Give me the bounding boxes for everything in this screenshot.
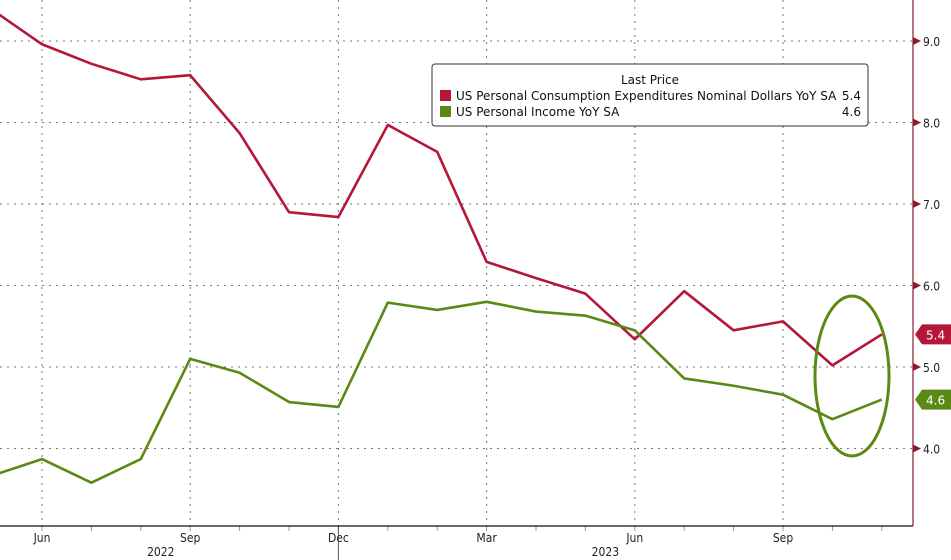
highlight-ellipse xyxy=(813,294,891,458)
series-line-0 xyxy=(0,13,883,367)
last-value-text-1: 4.6 xyxy=(926,394,945,408)
x-tick-label: Jun xyxy=(33,531,51,545)
x-tick-label: Sep xyxy=(180,531,201,545)
last-value-tag-1 xyxy=(915,389,951,410)
legend-title: Last Price xyxy=(621,73,679,87)
legend: Last Price US Personal Consumption Expen… xyxy=(431,63,869,127)
y-tick-marker xyxy=(913,281,921,290)
y-tick-label: 4.0 xyxy=(923,443,940,457)
year-label: 2023 xyxy=(592,545,619,559)
legend-value-pce: 5.4 xyxy=(842,89,861,103)
series-lines xyxy=(0,13,883,485)
y-tick-label: 5.0 xyxy=(923,361,940,375)
y-tick-label: 9.0 xyxy=(923,35,940,49)
y-tick-label: 6.0 xyxy=(923,280,940,294)
y-tick-marker xyxy=(913,118,921,127)
y-tick-label: 8.0 xyxy=(923,117,940,131)
year-label: 2022 xyxy=(147,545,174,559)
x-tick-label: Sep xyxy=(773,531,794,545)
last-value-tag-0 xyxy=(915,324,951,345)
x-tick-label: Mar xyxy=(476,531,497,545)
y-tick-marker xyxy=(913,444,921,453)
legend-label-pce: US Personal Consumption Expenditures Nom… xyxy=(456,89,837,103)
y-tick-label: 7.0 xyxy=(923,198,940,212)
legend-swatch-income xyxy=(440,106,451,117)
y-tick-marker xyxy=(913,37,921,45)
legend-label-income: US Personal Income YoY SA xyxy=(456,105,620,119)
y-tick-marker xyxy=(913,200,921,208)
last-value-text-0: 5.4 xyxy=(926,328,945,342)
series-line-1 xyxy=(0,300,883,485)
legend-swatch-pce xyxy=(440,90,451,101)
last-value-tags: 5.4 4.6 xyxy=(915,324,951,410)
y-tick-marker xyxy=(913,363,921,371)
legend-value-income: 4.6 xyxy=(842,105,861,119)
x-tick-label: Jun xyxy=(625,531,643,545)
